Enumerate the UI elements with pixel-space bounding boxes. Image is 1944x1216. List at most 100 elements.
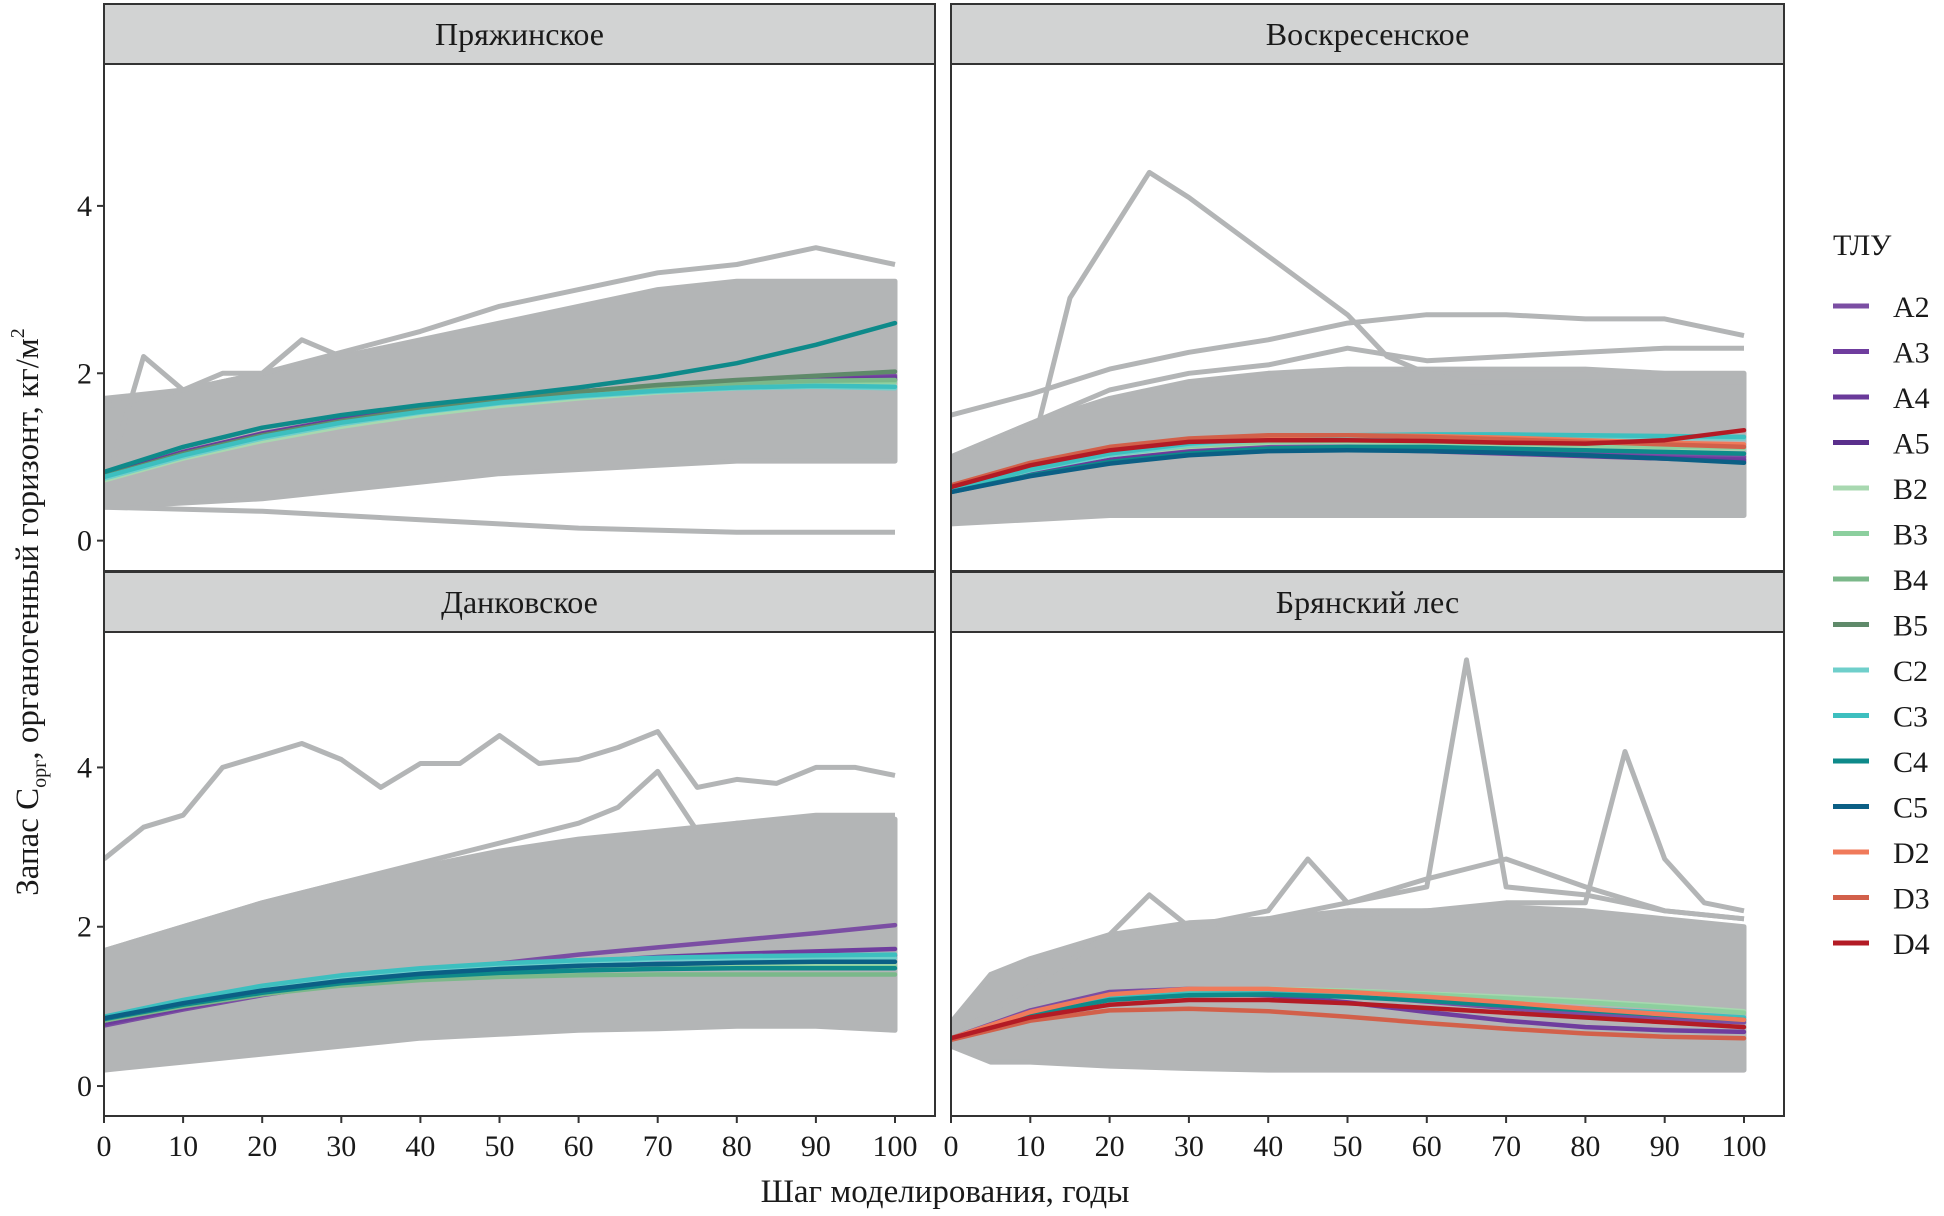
legend-item-a3: A3 [1833,337,1930,370]
y-tick-label: 4 [77,190,92,223]
series-line-c4 [104,320,898,475]
plot-lines [104,245,898,535]
x-tick-label: 90 [801,1130,831,1163]
simulation-run-line [104,337,343,492]
y-tick-label: 4 [77,751,92,784]
legend-item-a2: A2 [1833,291,1930,324]
legend-label: C2 [1893,655,1928,688]
legend-item-a5: A5 [1833,428,1930,461]
simulation-run-line [104,768,895,953]
y-tick-label: 0 [77,1070,92,1103]
legend-item-b2: B2 [1833,473,1928,506]
simulation-run-line [951,169,1744,493]
legend-item-d2: D2 [1833,837,1930,870]
x-tick-label: 70 [643,1130,673,1163]
panel-border [950,631,1785,1117]
series-line-c3 [104,952,898,1019]
legend-item-b5: B5 [1833,610,1928,643]
legend-title: ТЛУ [1833,229,1892,262]
panel: Брянский лес [950,571,1785,1117]
panel-border [103,631,936,1117]
panel-strip [103,571,936,633]
x-tick-label: 10 [168,1130,198,1163]
x-tick-label: 50 [485,1130,515,1163]
x-tick-label: 10 [1015,1130,1045,1163]
panel: Данковское [103,571,936,1117]
y-tick-label: 2 [77,357,92,390]
y-axis-title-rest: , органогенный горизонт, кг/м [10,338,46,760]
legend-item-d4: D4 [1833,928,1930,961]
y-axis-title-main: Запас C [10,788,46,896]
panel-strip [950,3,1785,65]
x-tick-label: 20 [247,1130,277,1163]
y-axis-title-subscript: орг [29,760,51,788]
legend-label: A5 [1893,428,1930,461]
panel-title: Воскресенское [1266,16,1470,52]
plot-lines [951,169,1747,527]
legend-label: D4 [1893,928,1930,961]
legend-label: C3 [1893,701,1928,734]
series-line-c5 [951,448,1747,495]
legend-label: A4 [1893,382,1930,415]
panels: Пряжинское Воскресенское Данковское Брянски… [103,3,1785,1117]
plot-lines [104,729,898,1073]
legend-item-d3: D3 [1833,883,1930,916]
legend-label: D2 [1893,837,1930,870]
x-tick-label: 90 [1650,1130,1680,1163]
simulation-run-line [951,312,1745,418]
plot-lines [951,657,1747,1073]
x-tick-label: 30 [1174,1130,1204,1163]
x-tick-label: 50 [1333,1130,1363,1163]
series-line-c5 [104,959,898,1021]
y-tick-label: 2 [77,911,92,944]
simulation-run-line [951,345,1744,460]
x-axis-title: Шаг моделирования, годы [761,1174,1130,1210]
legend-label: C4 [1893,746,1928,779]
series-line-d3 [951,1006,1747,1043]
simulation-run-line [951,856,1745,1041]
x-tick-label: 40 [1253,1130,1283,1163]
simulation-runs-band [104,816,898,1073]
simulation-runs-band [104,278,898,510]
legend-label: D3 [1893,883,1930,916]
y-tick-label: 0 [77,525,92,558]
legend-item-b3: B3 [1833,519,1928,552]
legend: ТЛУ A2 A3 A4 A5 B2 B3 B4 B5 C2 C3 C4 C5 D2 D3 D4 [1833,229,1930,961]
legend-label: B3 [1893,519,1928,552]
legend-label: A3 [1893,337,1930,370]
x-tick-label: 100 [873,1130,918,1163]
x-tick-label: 80 [722,1130,752,1163]
x-tick-label: 40 [405,1130,435,1163]
series-line-c3 [104,383,898,480]
x-tick-label: 60 [564,1130,594,1163]
panel-title: Данковское [441,584,598,620]
legend-entries: A2 A3 A4 A5 B2 B3 B4 B5 C2 C3 C4 C5 D2 D3 D4 [1833,291,1930,961]
simulation-run-line [104,504,895,535]
x-tick-label: 80 [1570,1130,1600,1163]
y-axis-title: Запас Cорг, органогенный горизонт, кг/м2 [7,328,51,896]
legend-label: B2 [1893,473,1928,506]
simulation-run-line [104,729,896,861]
legend-item-a4: A4 [1833,382,1930,415]
panel-strip [950,571,1785,633]
panel-title: Брянский лес [1276,584,1459,620]
legend-item-c3: C3 [1833,701,1928,734]
x-tick-label: 30 [326,1130,356,1163]
legend-label: B4 [1893,564,1928,597]
x-tick-label: 0 [944,1130,959,1163]
panel: Воскресенское [950,3,1785,572]
series-line-d4 [951,427,1747,490]
x-tick-label: 60 [1412,1130,1442,1163]
panel-title: Пряжинское [435,16,604,52]
panel: Пряжинское [103,3,936,572]
legend-label: B5 [1893,610,1928,643]
legend-item-b4: B4 [1833,564,1928,597]
legend-item-c2: C2 [1833,655,1928,688]
simulation-run-line [104,245,896,410]
legend-item-c5: C5 [1833,792,1928,825]
series-line-d2 [951,986,1747,1041]
x-tick-label: 70 [1491,1130,1521,1163]
x-tick-label: 20 [1095,1130,1125,1163]
